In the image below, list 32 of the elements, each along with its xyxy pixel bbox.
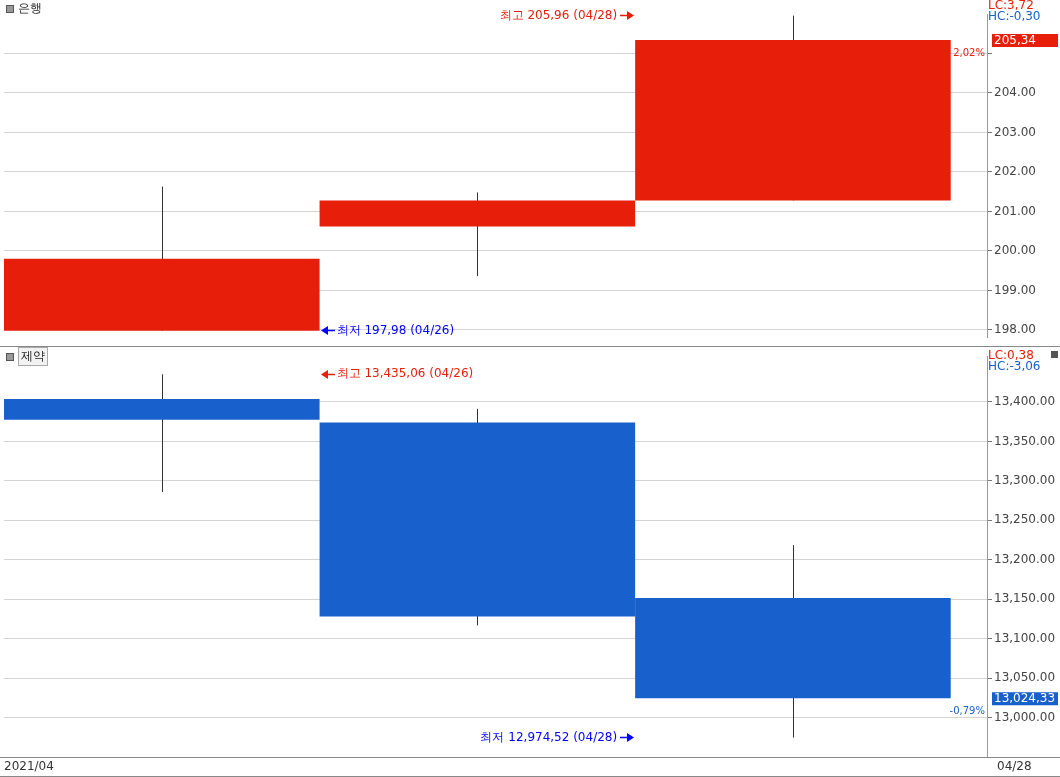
y-tick-label: 201.00 bbox=[994, 203, 1036, 218]
y-tick-label: 200.00 bbox=[994, 243, 1036, 258]
text: LC:0,38 bbox=[988, 348, 1034, 362]
y-tick-label: 203.00 bbox=[994, 124, 1036, 139]
chart-title: 제약 bbox=[18, 347, 48, 366]
text: 2021/04 bbox=[4, 759, 54, 774]
chart-title: 은행 bbox=[18, 0, 42, 17]
y-tick-label: 13,350.00 bbox=[994, 433, 1056, 448]
annotation: 최고 205,96 (04/28) bbox=[499, 7, 618, 22]
y-tick-label: 13,250.00 bbox=[994, 512, 1056, 527]
text: 04/28 bbox=[997, 759, 1032, 774]
y-tick-label: 13,200.00 bbox=[994, 551, 1056, 566]
text: 205,34 bbox=[994, 33, 1036, 48]
annotation: 최저 197,98 (04/26) bbox=[336, 322, 455, 337]
annotation: 최고 13,435,06 (04/26) bbox=[336, 366, 474, 381]
y-tick-label: 202.00 bbox=[994, 164, 1036, 179]
text: LC:3,72 bbox=[988, 0, 1034, 12]
text: HC:-0,30 bbox=[988, 9, 1041, 23]
annotation: 2,02% bbox=[953, 46, 985, 58]
text: 13,024,33 bbox=[994, 691, 1056, 706]
text: HC:-3,06 bbox=[988, 359, 1041, 373]
y-tick-label: 199.00 bbox=[994, 282, 1036, 297]
y-tick-label: 13,100.00 bbox=[994, 630, 1056, 645]
annotation: -0,79% bbox=[949, 704, 985, 716]
y-tick-label: 13,000.00 bbox=[994, 709, 1056, 724]
y-tick-label: 13,300.00 bbox=[994, 472, 1056, 487]
annotation: 최저 12,974,52 (04/28) bbox=[480, 729, 618, 744]
y-tick-label: 204.00 bbox=[994, 85, 1036, 100]
y-tick-label: 13,400.00 bbox=[994, 394, 1056, 409]
y-tick-label: 13,150.00 bbox=[994, 591, 1056, 606]
y-tick-label: 198.00 bbox=[994, 322, 1036, 337]
y-tick-label: 13,050.00 bbox=[994, 670, 1056, 685]
